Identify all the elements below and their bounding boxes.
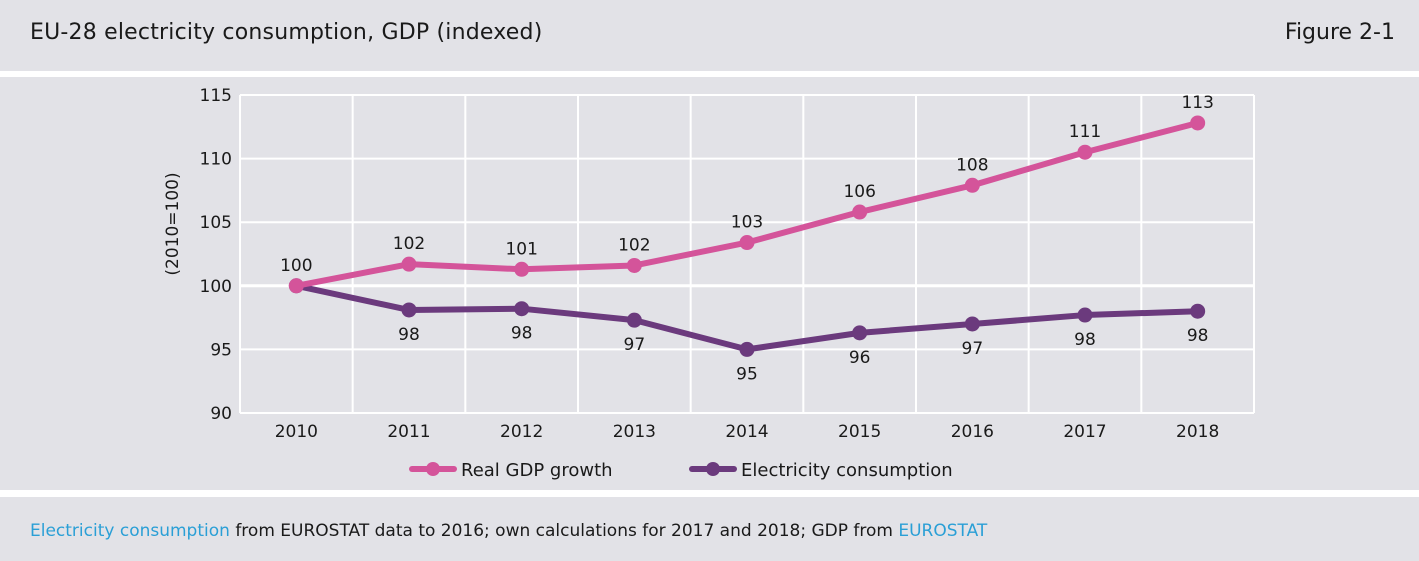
y-tick-label: 95 (210, 340, 232, 360)
data-label: 100 (280, 256, 312, 276)
data-label: 111 (1069, 122, 1101, 142)
data-point (288, 278, 304, 294)
data-label: 98 (511, 324, 533, 344)
data-point (401, 256, 417, 272)
figure-label: Figure 2-1 (1284, 20, 1395, 45)
y-tick-label: 100 (200, 277, 232, 297)
data-label: 106 (843, 182, 875, 202)
data-point (964, 316, 980, 332)
data-label: 113 (1181, 93, 1213, 113)
data-point (1190, 115, 1206, 131)
y-tick-label: 115 (200, 86, 232, 106)
x-tick-label: 2012 (500, 422, 543, 442)
legend-swatch-marker (706, 462, 720, 476)
data-point (1190, 303, 1206, 319)
data-point (852, 325, 868, 341)
x-tick-label: 2014 (725, 422, 768, 442)
electricity-consumption-link[interactable]: Electricity consumption (30, 521, 230, 541)
data-point (514, 301, 530, 317)
series-line (293, 282, 1201, 353)
x-tick-label: 2010 (275, 422, 318, 442)
data-point (739, 341, 755, 357)
y-tick-label: 105 (200, 213, 232, 233)
data-label: 97 (962, 339, 984, 359)
source-middle-text: from EUROSTAT data to 2016; own calculat… (229, 521, 899, 541)
data-point (739, 235, 755, 251)
data-label: 103 (731, 213, 763, 233)
y-tick-label: 110 (200, 150, 232, 170)
data-point (852, 204, 868, 220)
x-tick-label: 2016 (951, 422, 994, 442)
data-point (1077, 144, 1093, 160)
x-tick-label: 2017 (1063, 422, 1106, 442)
data-label: 96 (849, 348, 871, 368)
x-tick-label: 2011 (387, 422, 430, 442)
data-label: 97 (624, 335, 646, 355)
data-point (626, 312, 642, 328)
data-label: 98 (398, 325, 420, 345)
y-axis-label: (2010=100) (163, 172, 183, 275)
legend-label: Electricity consumption (741, 460, 953, 481)
x-tick-label: 2018 (1176, 422, 1219, 442)
data-label: 98 (1187, 326, 1209, 346)
data-point (964, 177, 980, 193)
data-point (1077, 307, 1093, 323)
y-tick-label: 90 (210, 404, 232, 424)
data-label: 102 (618, 235, 650, 255)
data-point (626, 257, 642, 273)
eurostat-link[interactable]: EUROSTAT (898, 521, 988, 541)
source-footer: Electricity consumption from EUROSTAT da… (0, 497, 1419, 561)
data-label: 101 (505, 239, 537, 259)
series-line (293, 119, 1201, 289)
data-point (401, 302, 417, 318)
data-label: 108 (956, 155, 988, 175)
legend-label: Real GDP growth (461, 460, 613, 481)
data-point (514, 261, 530, 277)
chart-header: EU-28 electricity consumption, GDP (inde… (0, 0, 1419, 71)
chart-panel (0, 77, 1419, 490)
legend-swatch-marker (426, 462, 440, 476)
x-tick-label: 2015 (838, 422, 881, 442)
data-label: 95 (736, 364, 758, 384)
x-tick-label: 2013 (613, 422, 656, 442)
data-label: 98 (1074, 330, 1096, 350)
chart-title: EU-28 electricity consumption, GDP (inde… (30, 20, 543, 45)
source-text: Electricity consumption from EUROSTAT da… (30, 521, 987, 541)
data-label: 102 (393, 234, 425, 254)
